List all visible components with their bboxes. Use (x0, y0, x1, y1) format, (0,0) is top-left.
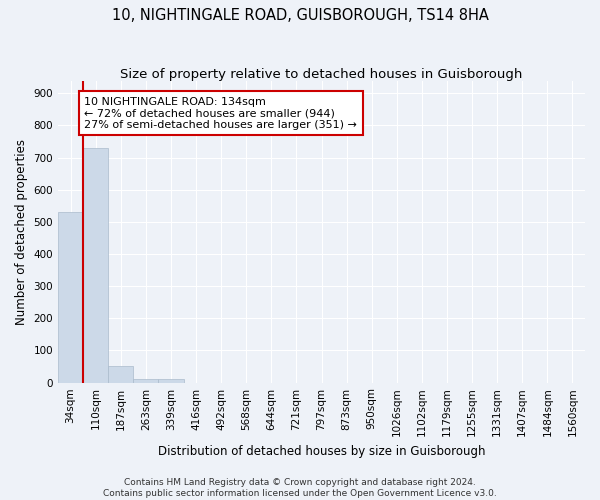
Y-axis label: Number of detached properties: Number of detached properties (15, 138, 28, 324)
Bar (58, 212, 83, 382)
Text: 10, NIGHTINGALE ROAD, GUISBOROUGH, TS14 8HA: 10, NIGHTINGALE ROAD, GUISBOROUGH, TS14 … (112, 8, 488, 22)
Text: Contains HM Land Registry data © Crown copyright and database right 2024.
Contai: Contains HM Land Registry data © Crown c… (103, 478, 497, 498)
Title: Size of property relative to detached houses in Guisborough: Size of property relative to detached ho… (121, 68, 523, 80)
Bar (133, 378, 158, 382)
X-axis label: Distribution of detached houses by size in Guisborough: Distribution of detached houses by size … (158, 444, 485, 458)
Bar (158, 380, 184, 382)
Bar (108, 366, 133, 382)
Bar (83, 148, 108, 382)
Text: 10 NIGHTINGALE ROAD: 134sqm
← 72% of detached houses are smaller (944)
27% of se: 10 NIGHTINGALE ROAD: 134sqm ← 72% of det… (85, 96, 357, 130)
